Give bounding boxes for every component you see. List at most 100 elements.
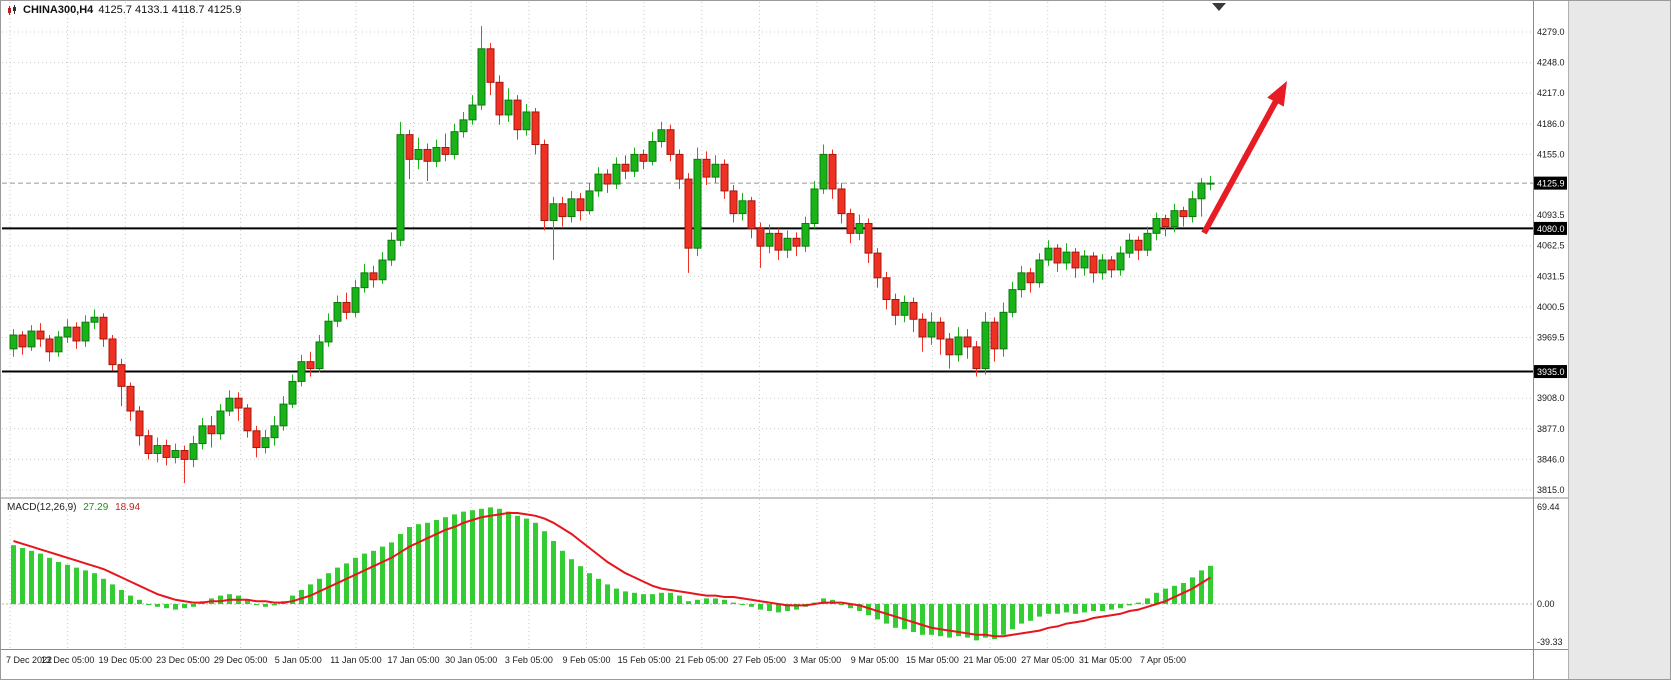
macd-histogram-bar bbox=[623, 591, 628, 604]
price-axis-label: 4000.5 bbox=[1537, 302, 1565, 312]
candle bbox=[504, 99, 513, 116]
macd-histogram-bar bbox=[101, 578, 106, 604]
macd-histogram-bar bbox=[416, 524, 421, 604]
macd-histogram-bar bbox=[290, 595, 295, 604]
macd-axis-label: -39.33 bbox=[1537, 637, 1563, 647]
macd-histogram-bar bbox=[1091, 604, 1096, 611]
macd-histogram-bar bbox=[569, 559, 574, 604]
trend-arrow-head[interactable] bbox=[1267, 81, 1287, 107]
time-axis-label: 7 Dec 2022 bbox=[6, 655, 52, 665]
macd-histogram-bar bbox=[821, 598, 826, 604]
macd-histogram-bar bbox=[443, 517, 448, 604]
macd-histogram-bar bbox=[353, 557, 358, 604]
candle bbox=[999, 311, 1008, 350]
candle bbox=[648, 141, 657, 162]
candle bbox=[1098, 259, 1107, 274]
candle bbox=[396, 134, 405, 241]
candle bbox=[414, 148, 423, 160]
macd-histogram-bar bbox=[749, 604, 754, 607]
candle bbox=[972, 346, 981, 370]
candle bbox=[1035, 259, 1044, 284]
macd-histogram-bar bbox=[245, 599, 250, 604]
macd-histogram-bar bbox=[929, 604, 934, 635]
macd-histogram-bar bbox=[704, 598, 709, 604]
candle bbox=[522, 111, 531, 131]
candle bbox=[1179, 210, 1188, 218]
candle bbox=[432, 146, 441, 162]
time-axis-label: 21 Feb 05:00 bbox=[675, 655, 728, 665]
macd-histogram-bar bbox=[380, 546, 385, 604]
candle bbox=[1071, 251, 1080, 269]
candle bbox=[900, 301, 909, 316]
macd-histogram-bar bbox=[191, 604, 196, 607]
macd-histogram-bar bbox=[902, 604, 907, 630]
macd-histogram-bar bbox=[668, 592, 673, 604]
candle bbox=[81, 321, 90, 342]
candle bbox=[1161, 218, 1170, 227]
trend-arrow-shaft[interactable] bbox=[1201, 97, 1280, 235]
candle bbox=[1125, 239, 1134, 254]
time-axis-label: 27 Mar 05:00 bbox=[1021, 655, 1074, 665]
candle bbox=[369, 272, 378, 281]
candle bbox=[738, 200, 747, 215]
macd-histogram-bar bbox=[1100, 604, 1105, 611]
candle bbox=[567, 198, 576, 218]
candle bbox=[108, 338, 117, 366]
time-axis-label: 15 Feb 05:00 bbox=[618, 655, 671, 665]
macd-histogram-bar bbox=[299, 590, 304, 604]
macd-histogram-bar bbox=[794, 604, 799, 610]
candle bbox=[342, 301, 351, 313]
candle bbox=[666, 129, 675, 155]
candle bbox=[828, 153, 837, 190]
macd-histogram-bar bbox=[650, 594, 655, 604]
macd-histogram-bar bbox=[839, 604, 844, 605]
macd-histogram-bar bbox=[956, 604, 961, 637]
macd-histogram-bar bbox=[686, 601, 691, 604]
time-axis-label: 9 Feb 05:00 bbox=[562, 655, 610, 665]
time-axis-label: 9 Mar 05:00 bbox=[851, 655, 899, 665]
candle bbox=[297, 361, 306, 382]
macd-histogram-bar bbox=[758, 604, 763, 610]
hline-price-label-box bbox=[1534, 365, 1567, 379]
candle bbox=[918, 318, 927, 338]
macd-histogram-bar bbox=[38, 553, 43, 604]
candle bbox=[1206, 182, 1215, 185]
candle bbox=[387, 239, 396, 261]
macd-histogram-bar bbox=[335, 567, 340, 604]
candle bbox=[54, 336, 63, 353]
time-axis-label: 13 Dec 05:00 bbox=[41, 655, 95, 665]
macd-histogram-bar bbox=[578, 566, 583, 604]
macd-histogram-bar bbox=[65, 564, 70, 604]
candle bbox=[99, 316, 108, 340]
macd-histogram-bar bbox=[182, 604, 187, 609]
candle bbox=[612, 163, 621, 185]
candle bbox=[18, 334, 27, 348]
macd-histogram-bar bbox=[1046, 604, 1051, 614]
candle bbox=[513, 99, 522, 131]
macd-histogram-bar bbox=[74, 567, 79, 604]
time-axis-label: 31 Mar 05:00 bbox=[1079, 655, 1132, 665]
candle bbox=[477, 48, 486, 106]
macd-histogram-bar bbox=[1208, 565, 1213, 604]
candle bbox=[747, 200, 756, 229]
candle bbox=[243, 407, 252, 432]
candle bbox=[234, 397, 243, 409]
macd-histogram-bar bbox=[1073, 604, 1078, 614]
time-axis-label: 7 Apr 05:00 bbox=[1140, 655, 1186, 665]
candle bbox=[324, 320, 333, 343]
candle bbox=[1107, 259, 1116, 271]
macd-histogram-bar bbox=[542, 531, 547, 604]
price-axis-label: 4279.0 bbox=[1537, 27, 1565, 37]
candle bbox=[198, 425, 207, 445]
candle bbox=[846, 213, 855, 234]
price-axis-label: 4248.0 bbox=[1537, 58, 1565, 68]
candle bbox=[711, 163, 720, 178]
price-axis-label: 3969.5 bbox=[1537, 332, 1565, 342]
candle bbox=[873, 252, 882, 279]
macd-histogram-bar bbox=[20, 548, 25, 604]
macd-histogram-bar bbox=[164, 604, 169, 609]
macd-histogram-bar bbox=[677, 595, 682, 604]
candle bbox=[1143, 232, 1152, 251]
candle bbox=[819, 153, 828, 190]
